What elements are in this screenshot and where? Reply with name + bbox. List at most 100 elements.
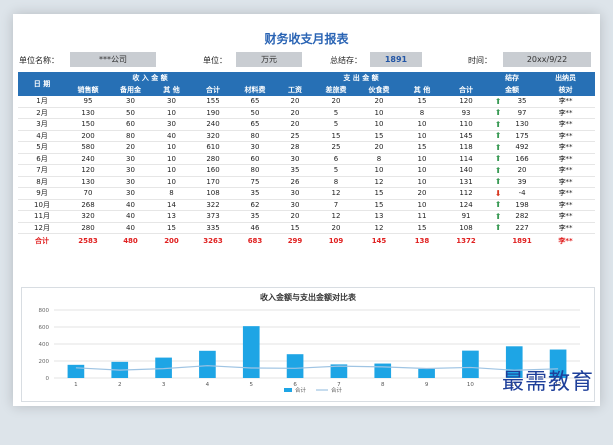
cell-travel[interactable]: 20 <box>314 96 358 108</box>
cell-material[interactable]: 65 <box>234 118 276 131</box>
cell-month[interactable]: 5月 <box>18 141 66 154</box>
cell-wage[interactable]: 25 <box>276 130 314 142</box>
cell-wage[interactable]: 20 <box>276 96 314 108</box>
cell-travel[interactable]: 6 <box>314 153 358 165</box>
cell-expense[interactable]: 114 <box>444 153 489 165</box>
cell-sales[interactable]: 200 <box>66 130 110 142</box>
cell-other[interactable]: 10 <box>151 164 192 177</box>
cell-income[interactable]: 108 <box>192 187 234 200</box>
cell-sales[interactable]: 150 <box>66 118 110 131</box>
cell-other[interactable]: 10 <box>151 176 192 188</box>
cell-income[interactable]: 190 <box>192 107 234 119</box>
cell-income[interactable]: 170 <box>192 176 234 188</box>
cell-other[interactable]: 13 <box>151 210 192 223</box>
cell-meals[interactable]: 13 <box>358 210 400 223</box>
cell-reserve[interactable]: 30 <box>110 153 151 165</box>
cell-month[interactable]: 3月 <box>18 118 66 131</box>
cell-meals[interactable]: 12 <box>358 176 400 188</box>
cell-travel[interactable]: 5 <box>314 107 358 119</box>
cell-balance[interactable]: 20 <box>508 164 537 177</box>
cell-expense[interactable]: 120 <box>444 96 489 108</box>
cell-material[interactable]: 80 <box>234 130 276 142</box>
cell-expense[interactable]: 131 <box>444 176 489 188</box>
cell-income[interactable]: 320 <box>192 130 234 142</box>
cell-travel[interactable]: 25 <box>314 141 358 154</box>
cell-sales[interactable]: 95 <box>66 96 110 108</box>
cell-other[interactable]: 40 <box>151 130 192 142</box>
cell-income[interactable]: 322 <box>192 199 234 211</box>
cell-check[interactable]: 李** <box>536 153 596 165</box>
cell-income[interactable]: 160 <box>192 164 234 177</box>
cell-other[interactable]: 15 <box>151 222 192 234</box>
cell-travel[interactable]: 12 <box>314 210 358 223</box>
time-value[interactable]: 20xx/9/22 <box>503 52 591 67</box>
cell-expense[interactable]: 124 <box>444 199 489 211</box>
cell-month[interactable]: 12月 <box>18 222 66 234</box>
cell-wage[interactable]: 20 <box>276 107 314 119</box>
cell-expense[interactable]: 91 <box>444 210 489 223</box>
cell-wage[interactable]: 30 <box>276 187 314 200</box>
cell-income[interactable]: 280 <box>192 153 234 165</box>
cell-other[interactable]: 10 <box>151 107 192 119</box>
cell-balance[interactable]: 97 <box>508 107 537 119</box>
cell-material[interactable]: 30 <box>234 141 276 154</box>
cell-sales[interactable]: 70 <box>66 187 110 200</box>
cell-reserve[interactable]: 40 <box>110 199 151 211</box>
cell-material[interactable]: 60 <box>234 153 276 165</box>
cell-other2[interactable]: 15 <box>400 222 444 234</box>
cell-wage[interactable]: 15 <box>276 222 314 234</box>
cell-other2[interactable]: 10 <box>400 130 444 142</box>
cell-income[interactable]: 155 <box>192 96 234 108</box>
cell-month[interactable]: 4月 <box>18 130 66 142</box>
cell-reserve[interactable]: 30 <box>110 164 151 177</box>
cell-balance[interactable]: 166 <box>508 153 537 165</box>
cell-meals[interactable]: 20 <box>358 141 400 154</box>
cell-income[interactable]: 373 <box>192 210 234 223</box>
cell-other2[interactable]: 10 <box>400 164 444 177</box>
cell-other[interactable]: 10 <box>151 141 192 154</box>
cell-other2[interactable]: 15 <box>400 96 444 108</box>
cell-other[interactable]: 30 <box>151 118 192 131</box>
cell-check[interactable]: 李** <box>536 164 596 177</box>
cell-month[interactable]: 1月 <box>18 96 66 108</box>
cell-material[interactable]: 50 <box>234 107 276 119</box>
cell-wage[interactable]: 30 <box>276 153 314 165</box>
cell-meals[interactable]: 15 <box>358 130 400 142</box>
cell-month[interactable]: 9月 <box>18 187 66 200</box>
cell-reserve[interactable]: 40 <box>110 222 151 234</box>
unit-name-value[interactable]: ***公司 <box>70 52 156 67</box>
cell-meals[interactable]: 15 <box>358 187 400 200</box>
cell-balance[interactable]: 227 <box>508 222 537 234</box>
cell-balance[interactable]: 492 <box>508 141 537 154</box>
cell-balance[interactable]: -4 <box>508 187 537 200</box>
cell-balance[interactable]: 282 <box>508 210 537 223</box>
cell-travel[interactable]: 8 <box>314 176 358 188</box>
cell-month[interactable]: 11月 <box>18 210 66 223</box>
cell-meals[interactable]: 20 <box>358 96 400 108</box>
balance-value[interactable]: 1891 <box>370 52 422 67</box>
cell-meals[interactable]: 10 <box>358 118 400 131</box>
cell-month[interactable]: 10月 <box>18 199 66 211</box>
cell-month[interactable]: 2月 <box>18 107 66 119</box>
cell-sales[interactable]: 120 <box>66 164 110 177</box>
cell-balance[interactable]: 175 <box>508 130 537 142</box>
cell-reserve[interactable]: 30 <box>110 187 151 200</box>
cell-material[interactable]: 35 <box>234 210 276 223</box>
cell-other2[interactable]: 8 <box>400 107 444 119</box>
cell-travel[interactable]: 15 <box>314 130 358 142</box>
cell-other[interactable]: 14 <box>151 199 192 211</box>
cell-check[interactable]: 李** <box>536 176 596 188</box>
cell-check[interactable]: 李** <box>536 118 596 131</box>
cell-sales[interactable]: 130 <box>66 107 110 119</box>
cell-travel[interactable]: 12 <box>314 187 358 200</box>
cell-month[interactable]: 7月 <box>18 164 66 177</box>
cell-material[interactable]: 35 <box>234 187 276 200</box>
cell-expense[interactable]: 145 <box>444 130 489 142</box>
cell-balance[interactable]: 198 <box>508 199 537 211</box>
cell-income[interactable]: 240 <box>192 118 234 131</box>
cell-expense[interactable]: 112 <box>444 187 489 200</box>
cell-other2[interactable]: 10 <box>400 153 444 165</box>
cell-other2[interactable]: 15 <box>400 141 444 154</box>
cell-expense[interactable]: 110 <box>444 118 489 131</box>
cell-wage[interactable]: 35 <box>276 164 314 177</box>
